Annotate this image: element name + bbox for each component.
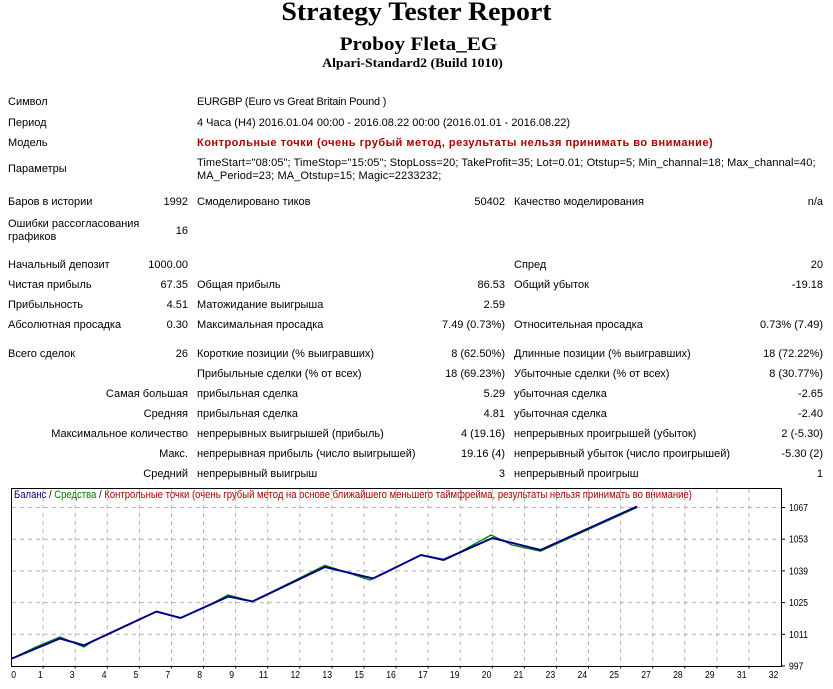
svg-text:7: 7 xyxy=(165,670,170,681)
svg-text:997: 997 xyxy=(789,662,804,673)
svg-text:13: 13 xyxy=(322,670,332,681)
svg-text:3: 3 xyxy=(70,670,75,681)
svg-text:1: 1 xyxy=(38,670,43,681)
svg-text:31: 31 xyxy=(737,670,747,681)
svg-text:20: 20 xyxy=(482,670,492,681)
svg-text:24: 24 xyxy=(578,670,588,681)
svg-text:4: 4 xyxy=(102,670,107,681)
svg-text:23: 23 xyxy=(546,670,556,681)
svg-text:1011: 1011 xyxy=(789,630,808,641)
svg-text:5: 5 xyxy=(134,670,139,681)
svg-text:27: 27 xyxy=(641,670,651,681)
svg-text:17: 17 xyxy=(418,670,428,681)
svg-text:16: 16 xyxy=(386,670,396,681)
svg-text:9: 9 xyxy=(229,670,234,681)
svg-text:19: 19 xyxy=(450,670,460,681)
svg-text:21: 21 xyxy=(514,670,524,681)
svg-text:1053: 1053 xyxy=(789,535,808,546)
svg-text:1025: 1025 xyxy=(789,598,808,609)
svg-text:11: 11 xyxy=(259,670,269,681)
svg-text:32: 32 xyxy=(769,670,779,681)
svg-text:12: 12 xyxy=(291,670,301,681)
svg-text:28: 28 xyxy=(673,670,683,681)
svg-text:1067: 1067 xyxy=(789,503,808,514)
svg-text:29: 29 xyxy=(705,670,715,681)
svg-text:0: 0 xyxy=(11,670,16,681)
svg-text:1039: 1039 xyxy=(789,566,808,577)
svg-text:8: 8 xyxy=(197,670,202,681)
svg-text:25: 25 xyxy=(609,670,619,681)
svg-text:15: 15 xyxy=(354,670,364,681)
